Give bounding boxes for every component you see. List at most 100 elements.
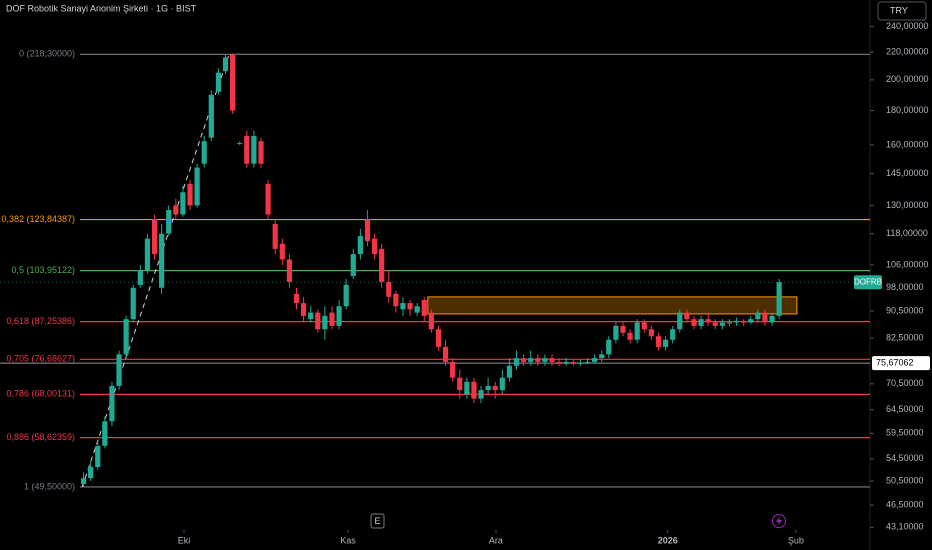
candle-body <box>322 315 328 330</box>
candle-body <box>208 94 214 138</box>
candle-body <box>187 183 193 206</box>
candle-body <box>336 306 342 326</box>
candle-body <box>215 72 222 92</box>
symbol-tag <box>854 275 882 290</box>
news-icon[interactable] <box>772 514 786 528</box>
candle-body <box>80 478 87 484</box>
candle-body <box>457 377 463 391</box>
candle-body <box>166 209 172 234</box>
fib-label: 0,886 (58,62359) <box>6 432 75 442</box>
candle-body <box>230 54 236 111</box>
candle-body <box>606 339 612 355</box>
candle-body <box>471 381 477 399</box>
candle-body <box>769 315 775 323</box>
candle-body <box>620 325 626 333</box>
candle-body <box>577 362 584 364</box>
y-tick-label: 220,00000 <box>886 46 929 56</box>
fib-label: 0,705 (76,68627) <box>6 354 75 364</box>
candle-body <box>414 306 420 313</box>
candle-body <box>450 361 456 378</box>
candle-body <box>592 358 598 362</box>
candle-body <box>421 299 427 316</box>
symbol-label: DOFRB <box>854 277 882 286</box>
candle-body <box>88 467 94 479</box>
candle-body <box>109 385 115 422</box>
candle-body <box>556 361 562 364</box>
y-tick-label: 70,50000 <box>886 378 924 388</box>
candle-body <box>464 381 470 395</box>
candle-body <box>116 354 122 386</box>
x-tick-label: Kas <box>340 535 356 545</box>
candle-body <box>521 358 527 362</box>
candle-body <box>201 141 207 164</box>
candle-body <box>499 377 505 391</box>
candle-body <box>371 238 378 255</box>
x-tick-label: Şub <box>788 535 804 545</box>
candle-body <box>237 143 243 145</box>
event-icon[interactable] <box>370 513 385 529</box>
y-tick-label: 130,00000 <box>886 200 929 210</box>
news-bolt <box>776 516 782 526</box>
candle-body <box>428 312 434 330</box>
fib-label: 0,5 (103,95122) <box>11 265 75 275</box>
event-label[interactable]: E <box>374 516 380 526</box>
candle-body <box>102 421 108 446</box>
candle-body <box>648 329 654 337</box>
candle-body <box>684 312 690 320</box>
candle-body <box>712 322 718 326</box>
y-tick-label: 200,00000 <box>886 74 929 84</box>
candle-body <box>698 319 704 326</box>
candle-body <box>137 270 143 285</box>
fib-label: 0,382 (123,84387) <box>1 214 75 224</box>
candle-body <box>364 219 371 242</box>
candle-body <box>741 320 747 323</box>
candle-body <box>315 312 321 330</box>
y-tick-label: 46,50000 <box>886 500 924 510</box>
currency-button[interactable] <box>877 1 927 21</box>
candle-body <box>393 293 399 307</box>
y-tick-label: 98,00000 <box>886 282 924 292</box>
candle-body <box>513 358 520 366</box>
candle-body <box>379 248 385 282</box>
candle-body <box>670 329 676 340</box>
candle-body <box>570 361 576 364</box>
candle-body <box>677 312 683 330</box>
price-tag <box>872 356 930 371</box>
y-tick-label: 54,50000 <box>886 453 924 463</box>
x-tick-label: Eki <box>178 535 191 545</box>
candle-body <box>400 303 406 310</box>
x-tick-label: 2026 <box>658 535 678 545</box>
candle-body <box>748 319 754 323</box>
candle-body <box>762 312 768 323</box>
candle-body <box>492 385 498 391</box>
candle-body <box>265 183 271 215</box>
currency-label[interactable]: TRY <box>890 5 908 15</box>
candle-body <box>435 329 442 347</box>
candle-body <box>719 322 725 326</box>
candle-body <box>180 192 186 215</box>
candle-body <box>634 322 640 340</box>
candle-body <box>641 322 647 330</box>
candle-body <box>528 358 534 362</box>
candle-body <box>386 281 392 297</box>
highlight-zone <box>427 296 798 315</box>
candle-body <box>506 365 513 378</box>
candle-body <box>705 319 711 323</box>
candle-body <box>258 141 264 164</box>
y-tick-label: 145,00000 <box>886 168 929 178</box>
fib-label: 1 (49,50000) <box>24 481 75 491</box>
candle-body <box>691 319 697 326</box>
candle-body <box>613 325 619 340</box>
y-tick-label: 90,50000 <box>886 305 924 315</box>
candle-body <box>599 354 605 359</box>
candle-body <box>343 284 349 307</box>
candle-body <box>407 303 413 310</box>
candle-body <box>350 254 356 277</box>
y-tick-label: 180,00000 <box>886 105 929 115</box>
candle-body <box>279 243 285 260</box>
chart-title: DOF Robotik Sanayi Anonim Şirketi · 1G ·… <box>6 3 197 13</box>
candle-body <box>194 167 200 206</box>
candle-body <box>144 238 151 271</box>
candle-body <box>584 361 591 363</box>
